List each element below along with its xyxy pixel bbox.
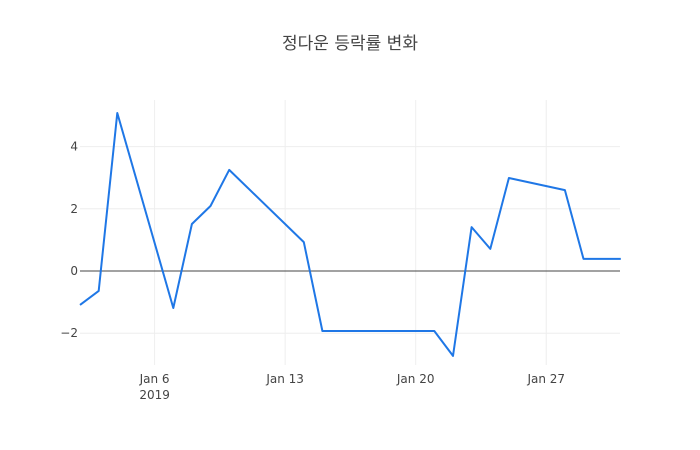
y-tick-label: −2 bbox=[60, 326, 78, 340]
y-tick-label: 0 bbox=[70, 264, 78, 278]
y-tick-label: 2 bbox=[70, 202, 78, 216]
x-tick-label: Jan 27 bbox=[526, 372, 565, 386]
y-axis-ticks: −2 0 2 4 bbox=[60, 140, 78, 341]
x-tick-label: 2019 bbox=[139, 388, 170, 402]
series-line bbox=[79, 112, 621, 357]
chart-title: 정다운 등락률 변화 bbox=[282, 34, 418, 54]
x-axis-ticks: Jan 6 2019 Jan 13 Jan 20 Jan 27 bbox=[139, 372, 565, 402]
x-tick-label: Jan 20 bbox=[396, 372, 435, 386]
y-tick-label: 4 bbox=[70, 140, 78, 154]
x-tick-label: Jan 13 bbox=[265, 372, 304, 386]
gridlines bbox=[80, 100, 620, 365]
x-tick-label: Jan 6 bbox=[139, 372, 170, 386]
